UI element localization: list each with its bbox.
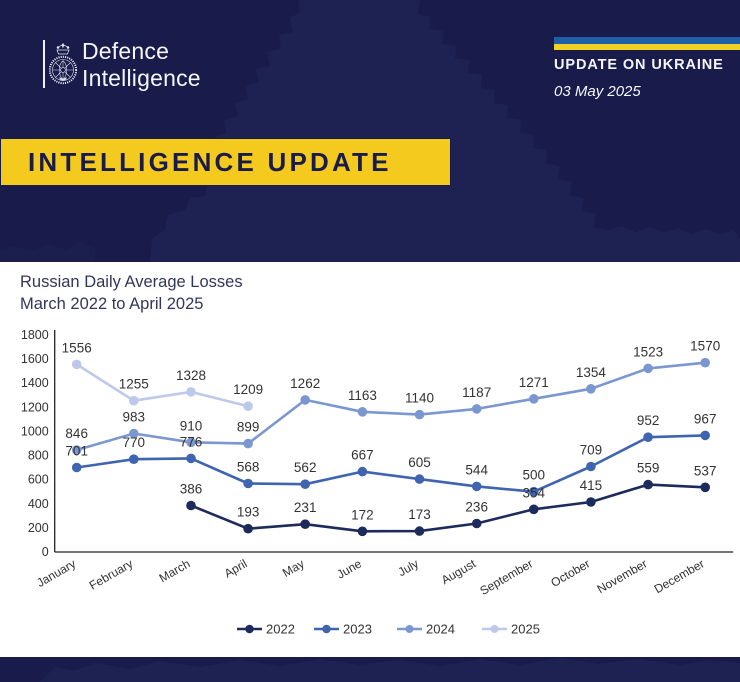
svg-text:899: 899 <box>237 420 260 435</box>
svg-text:173: 173 <box>408 507 431 522</box>
svg-text:709: 709 <box>580 443 603 458</box>
svg-text:562: 562 <box>294 460 317 475</box>
svg-text:June: June <box>334 556 364 581</box>
svg-text:701: 701 <box>65 444 88 459</box>
svg-text:January: January <box>34 556 78 589</box>
svg-text:2025: 2025 <box>511 622 540 637</box>
svg-text:1140: 1140 <box>405 391 434 406</box>
svg-text:354: 354 <box>523 485 546 500</box>
svg-text:415: 415 <box>580 478 603 493</box>
svg-text:559: 559 <box>637 461 660 476</box>
svg-text:537: 537 <box>694 463 717 478</box>
svg-text:910: 910 <box>180 418 203 433</box>
svg-text:600: 600 <box>28 473 49 487</box>
svg-text:1600: 1600 <box>21 352 49 366</box>
svg-text:231: 231 <box>294 500 317 515</box>
svg-text:983: 983 <box>123 410 146 425</box>
svg-text:0: 0 <box>42 545 49 559</box>
svg-text:August: August <box>439 556 479 587</box>
svg-text:172: 172 <box>351 507 374 522</box>
svg-text:1800: 1800 <box>21 328 49 342</box>
svg-text:December: December <box>652 556 707 596</box>
svg-text:1570: 1570 <box>690 339 720 354</box>
svg-text:April: April <box>222 556 250 580</box>
svg-text:605: 605 <box>408 455 431 470</box>
svg-text:500: 500 <box>523 468 546 483</box>
svg-text:770: 770 <box>123 435 146 450</box>
svg-text:1523: 1523 <box>633 344 663 359</box>
svg-text:1400: 1400 <box>21 376 49 390</box>
svg-text:May: May <box>280 556 307 579</box>
svg-text:1000: 1000 <box>21 424 49 438</box>
svg-text:1556: 1556 <box>62 340 92 355</box>
svg-text:October: October <box>548 556 592 589</box>
svg-text:1255: 1255 <box>119 377 149 392</box>
svg-text:193: 193 <box>237 505 260 520</box>
svg-text:1271: 1271 <box>519 375 549 390</box>
svg-text:776: 776 <box>180 434 203 449</box>
svg-text:March: March <box>157 556 193 585</box>
svg-text:236: 236 <box>465 500 488 515</box>
svg-text:July: July <box>396 556 421 579</box>
svg-text:667: 667 <box>351 448 374 463</box>
svg-text:1200: 1200 <box>21 400 49 414</box>
svg-text:200: 200 <box>28 521 49 535</box>
svg-text:846: 846 <box>65 426 88 441</box>
svg-text:544: 544 <box>465 462 488 477</box>
svg-text:1328: 1328 <box>176 368 206 383</box>
svg-text:1163: 1163 <box>348 388 377 403</box>
svg-text:September: September <box>477 556 535 597</box>
svg-text:2022: 2022 <box>266 622 295 637</box>
svg-text:952: 952 <box>637 413 660 428</box>
svg-text:November: November <box>595 556 650 596</box>
svg-text:1262: 1262 <box>290 376 320 391</box>
svg-text:568: 568 <box>237 460 260 475</box>
svg-text:2023: 2023 <box>343 622 372 637</box>
svg-text:1354: 1354 <box>576 365 607 380</box>
svg-text:967: 967 <box>694 411 717 426</box>
svg-text:1187: 1187 <box>462 385 491 400</box>
svg-text:2024: 2024 <box>426 622 455 637</box>
svg-text:400: 400 <box>28 497 49 511</box>
svg-text:800: 800 <box>28 449 49 463</box>
svg-text:1209: 1209 <box>233 382 263 397</box>
svg-text:February: February <box>87 556 136 592</box>
svg-text:386: 386 <box>180 482 203 497</box>
